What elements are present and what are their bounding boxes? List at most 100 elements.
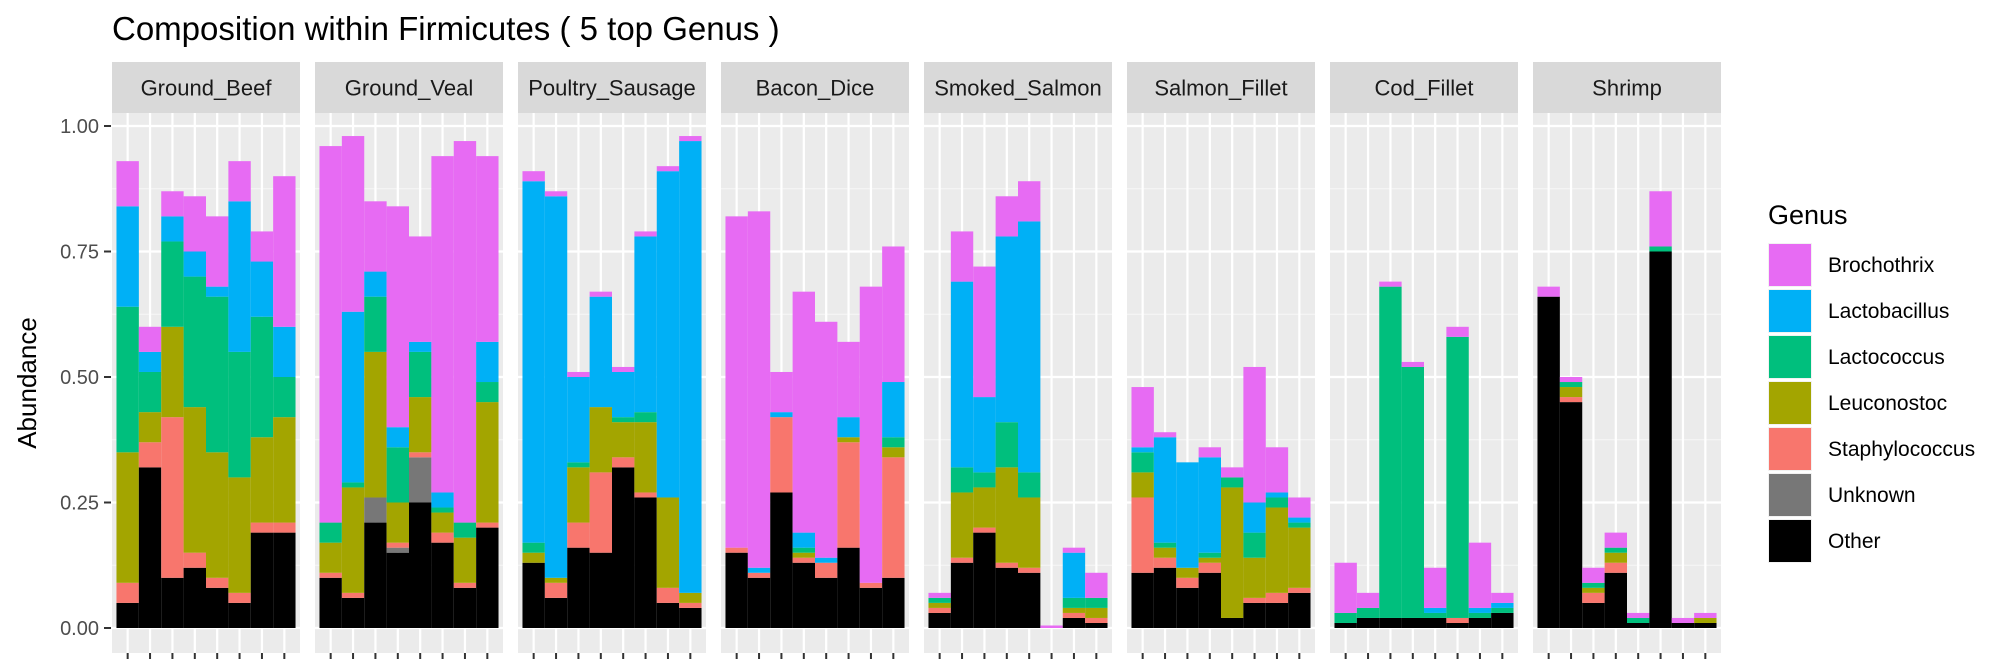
bar-segment-other [341, 597, 365, 628]
bar-segment-staphylococcus [1153, 557, 1177, 568]
bar-segment-staphylococcus [995, 562, 1018, 568]
bar-segment-lactococcus [1062, 597, 1086, 608]
bar-segment-lactococcus [634, 412, 657, 423]
stacked-bar [1176, 462, 1199, 628]
y-tick-label: 0.75 [60, 242, 99, 264]
bar-segment-other [206, 587, 229, 628]
bar-segment-other [1491, 612, 1514, 628]
stacked-bar [1265, 447, 1289, 628]
bar-segment-other [1671, 622, 1695, 628]
bar-segment-staphylococcus [1085, 617, 1108, 623]
bar-segment-lactococcus [161, 241, 184, 327]
facet-strip [518, 62, 706, 113]
stacked-bar [453, 141, 477, 628]
bar-segment-other [1221, 617, 1244, 628]
bar-segment-leuconostoc [882, 447, 905, 458]
bar-segment-brochothrix [973, 266, 996, 398]
bar-segment-leuconostoc [1198, 557, 1221, 563]
bar-segment-leuconostoc [161, 326, 184, 418]
bar-segment-lactobacillus [273, 326, 296, 377]
bar-segment-leuconostoc [950, 492, 974, 558]
bar-segment-lactococcus [1085, 597, 1108, 608]
bar-segment-staphylococcus [567, 522, 590, 548]
bar-segment-lactococcus [364, 296, 387, 352]
bar-segment-staphylococcus [341, 592, 365, 598]
bar-segment-lactobacillus [409, 341, 432, 352]
bar-segment-staphylococcus [1559, 397, 1583, 403]
stacked-bar [1491, 592, 1514, 628]
y-axis: 0.00 0.25 0.50 0.75 1.00 [60, 116, 111, 640]
bar-segment-staphylococcus [815, 562, 838, 578]
bar-segment-brochothrix [319, 146, 342, 523]
stacked-bar [1671, 617, 1695, 628]
facet-strip [1330, 62, 1518, 113]
bar-segment-leuconostoc [1131, 472, 1154, 498]
bar-segment-leuconostoc [476, 402, 499, 523]
bar-segment-brochothrix [1401, 361, 1424, 367]
bar-segment-lactobacillus [634, 236, 657, 413]
bar-segment-leuconostoc [544, 577, 568, 583]
bar-segment-other [1018, 572, 1041, 628]
bar-segment-other [882, 577, 905, 628]
bar-segment-brochothrix [250, 231, 274, 262]
bar-segment-other [725, 552, 748, 628]
bar-segment-leuconostoc [409, 397, 432, 453]
bar-segment-brochothrix [1582, 567, 1605, 583]
stacked-bar [567, 371, 590, 628]
bar-segment-other [453, 587, 477, 628]
bar-segment-brochothrix [928, 592, 951, 598]
bar-segment-lactococcus [928, 597, 951, 603]
legend-key-swatch [1769, 474, 1811, 516]
bar-segment-lactococcus [1356, 607, 1380, 618]
bar-segment-lactobacillus [1153, 437, 1177, 543]
stacked-bar [476, 156, 499, 628]
facet-strip-label: Smoked_Salmon [934, 76, 1102, 101]
bar-segment-staphylococcus [138, 442, 162, 468]
bar-segment-brochothrix [1288, 497, 1311, 518]
bar-segment-other [1131, 572, 1154, 628]
bar-segment-brochothrix [612, 366, 635, 372]
bar-segment-lactococcus [522, 542, 545, 553]
bar-segment-staphylococcus [679, 602, 702, 608]
facet-strip [315, 62, 503, 113]
bar-segment-staphylococcus [409, 452, 432, 458]
bar-segment-leuconostoc [1288, 527, 1311, 588]
bar-segment-brochothrix [1040, 625, 1063, 628]
stacked-bar [1401, 361, 1424, 628]
bar-segment-brochothrix [1085, 572, 1108, 598]
bar-segment-lactobacillus [567, 377, 590, 463]
facet-strip [721, 62, 909, 113]
bar-segment-brochothrix [228, 161, 251, 202]
bar-segment-lactobacillus [1243, 502, 1266, 533]
bar-segment-brochothrix [1265, 447, 1289, 493]
bar-segment-other [1604, 572, 1627, 628]
bar-segment-leuconostoc [1062, 607, 1086, 613]
stacked-bar [1221, 467, 1244, 628]
bar-segment-leuconostoc [1604, 552, 1627, 563]
bar-segment-other [431, 542, 454, 628]
bar-segment-lactobacillus [1176, 462, 1199, 568]
bar-segment-other [386, 552, 409, 628]
stacked-bar [364, 201, 387, 628]
bar-segment-other [792, 562, 815, 628]
stacked-bar [747, 211, 771, 628]
bar-segment-brochothrix [1491, 592, 1514, 603]
bar-segment-staphylococcus [882, 457, 905, 578]
bar-segment-other [1649, 251, 1672, 628]
legend-key-swatch [1769, 428, 1811, 470]
bar-segment-leuconostoc [453, 537, 477, 583]
bar-segment-leuconostoc [995, 467, 1018, 563]
bar-segment-brochothrix [1131, 387, 1154, 448]
bar-segment-staphylococcus [453, 582, 477, 588]
bar-segment-other [1582, 602, 1605, 628]
bar-segment-lactococcus [1401, 366, 1424, 618]
bar-segment-lactococcus [950, 467, 974, 493]
bar-segment-lactococcus [792, 547, 815, 553]
bar-segment-brochothrix [882, 246, 905, 383]
bar-segment-brochothrix [364, 201, 387, 272]
bar-segment-lactococcus [1153, 542, 1177, 548]
bar-segment-brochothrix [995, 196, 1018, 237]
legend-key-swatch [1769, 290, 1811, 332]
bar-segment-leuconostoc [792, 552, 815, 558]
bar-segment-leuconostoc [679, 592, 702, 603]
